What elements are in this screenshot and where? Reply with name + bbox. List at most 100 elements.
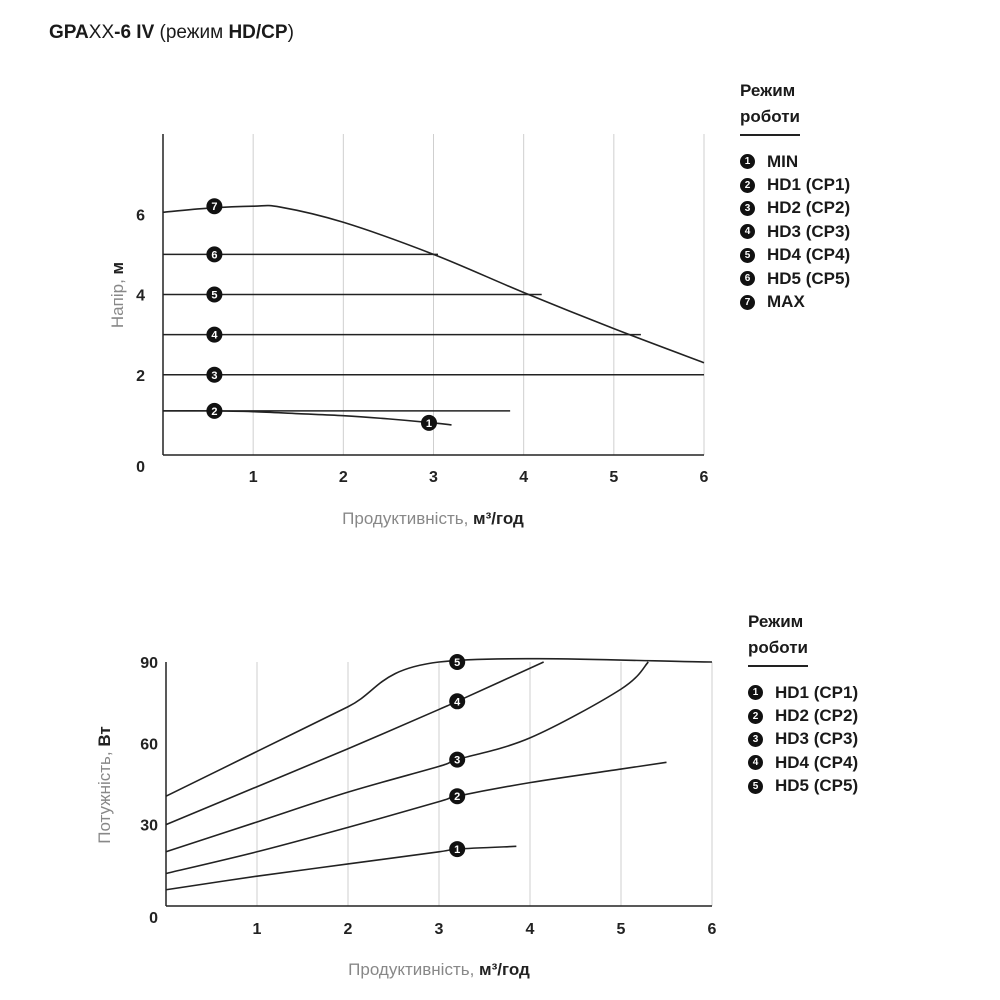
y-tick-label: 0: [136, 459, 145, 476]
title-paren-open: (режим: [154, 22, 229, 43]
y-tick-label: 90: [140, 655, 158, 672]
series-line-2: [165, 761, 667, 875]
x-tick-label: 1: [249, 469, 258, 486]
series-marker-2: [206, 402, 223, 419]
legend-title: Режим роботи: [740, 78, 801, 136]
legend-label: MIN: [767, 151, 799, 171]
series-marker-label: 2: [211, 406, 217, 418]
series-marker-4: [449, 693, 466, 710]
title-paren-close: ): [287, 22, 294, 43]
legend-number-icon: 3: [740, 200, 755, 216]
x-axis-title: Продуктивність, м³/год: [348, 960, 530, 979]
title-suffix: XX: [88, 22, 115, 43]
legend-number-icon: 6: [740, 271, 755, 287]
legend-title-line-2: роботи: [740, 107, 801, 126]
head-chart-group: 1 2 3 4 5 6 0 2 4 6 1 2 3 4 5 6 7 Продуктивність, м³/год Н…: [108, 134, 709, 528]
series-marker-7: [206, 198, 223, 215]
series-marker-label: 2: [454, 791, 460, 803]
legend-label: HD1 (CP1): [775, 682, 859, 702]
series-marker-5: [206, 286, 223, 303]
legend-title: Режим роботи: [748, 609, 809, 667]
series-line-4: [165, 661, 544, 826]
legend-number-icon: 4: [748, 755, 763, 771]
x-tick-label: 6: [708, 921, 717, 938]
legend-number-icon: 2: [740, 177, 755, 193]
x-tick-label: 2: [339, 469, 348, 486]
title-suffix-bold: -6 IV: [114, 22, 155, 43]
series-marker-label: 5: [211, 290, 217, 302]
legend-item: 6 HD5 (CP5): [740, 267, 850, 290]
x-axis-title-unit: м³/год: [479, 960, 530, 979]
y-tick-label: 2: [136, 368, 145, 385]
series-marker-label: 5: [454, 657, 460, 669]
series-marker-label: 1: [426, 418, 432, 430]
legend-label: HD2 (CP2): [767, 198, 851, 218]
x-axis-title-unit: м³/год: [473, 509, 524, 528]
legend-label: HD5 (CP5): [767, 268, 851, 288]
y-axis-title: Напір, м: [108, 262, 127, 328]
legend-number-icon: 5: [740, 247, 755, 263]
series-marker-label: 3: [211, 370, 217, 382]
head-chart-legend: Режим роботи 1 MIN 2 HD1 (CP1) 3 HD2 (CP2) 4 HD…: [740, 78, 850, 314]
title-mode: HD/CP: [228, 22, 288, 43]
x-tick-label: 5: [609, 469, 618, 486]
legend-label: HD2 (CP2): [775, 706, 859, 726]
series-marker-3: [206, 366, 223, 383]
legend-label: MAX: [767, 292, 805, 312]
series-marker-4: [206, 326, 223, 343]
series-marker-3: [449, 751, 466, 768]
x-tick-label: 3: [429, 469, 438, 486]
series-marker-5: [449, 654, 466, 670]
legend-number-icon: 1: [748, 685, 763, 701]
legend-item: 4 HD4 (CP4): [748, 751, 858, 774]
y-axis-title-text: Напір,: [108, 274, 127, 328]
series-line-5: [165, 657, 713, 797]
x-tick-label: 5: [617, 921, 626, 938]
legend-item: 5 HD5 (CP5): [748, 775, 858, 798]
x-tick-label: 4: [519, 469, 528, 486]
x-axis-title-text: Продуктивність,: [348, 960, 479, 979]
y-tick-label: 30: [140, 818, 158, 835]
series-marker-6: [206, 246, 223, 263]
series-marker-label: 3: [454, 755, 460, 767]
legend-list: 1 MIN 2 HD1 (CP1) 3 HD2 (CP2) 4 HD3 (CP3) 5 HD4 (…: [740, 150, 850, 314]
x-axis-title: Продуктивність, м³/год: [342, 509, 524, 528]
series-line-7: [162, 204, 705, 364]
legend-item: 3 HD2 (CP2): [740, 197, 850, 220]
series-line-1: [162, 410, 452, 426]
series-line-3: [165, 661, 649, 853]
series-marker-label: 4: [454, 696, 461, 708]
x-tick-label: 2: [344, 921, 353, 938]
legend-label: HD5 (CP5): [775, 776, 859, 796]
legend-number-icon: 4: [740, 224, 755, 240]
legend-number-icon: 3: [748, 731, 763, 747]
y-tick-label: 6: [136, 207, 145, 224]
legend-item: 4 HD3 (CP3): [740, 220, 850, 243]
series-marker-label: 7: [211, 201, 217, 213]
legend-item: 2 HD1 (CP1): [740, 173, 850, 196]
series-marker-label: 6: [211, 249, 217, 261]
y-axis-title: Потужність, Вт: [95, 726, 114, 844]
y-axis-title-unit: м: [108, 262, 127, 275]
legend-item: 5 HD4 (CP4): [740, 244, 850, 267]
x-tick-label: 6: [700, 469, 709, 486]
legend-number-icon: 1: [740, 154, 755, 170]
legend-number-icon: 2: [748, 708, 763, 724]
y-axis-title-unit: Вт: [95, 726, 114, 746]
series-marker-2: [449, 788, 466, 805]
legend-title-line-1: Режим: [748, 612, 804, 631]
y-tick-label: 0: [149, 910, 158, 927]
legend-item: 2 HD2 (CP2): [748, 704, 858, 727]
legend-label: HD3 (CP3): [775, 729, 859, 749]
series-marker-1: [420, 414, 437, 431]
legend-item: 3 HD3 (CP3): [748, 728, 858, 751]
legend-label: HD4 (CP4): [775, 752, 859, 772]
series-marker-label: 4: [211, 330, 218, 342]
y-tick-label: 4: [136, 288, 145, 305]
legend-label: HD4 (CP4): [767, 245, 851, 265]
series-marker-label: 1: [454, 844, 460, 856]
power-chart-legend: Режим роботи 1 HD1 (CP1) 2 HD2 (CP2) 3 HD3 (C…: [748, 609, 858, 798]
legend-label: HD1 (CP1): [767, 175, 851, 195]
